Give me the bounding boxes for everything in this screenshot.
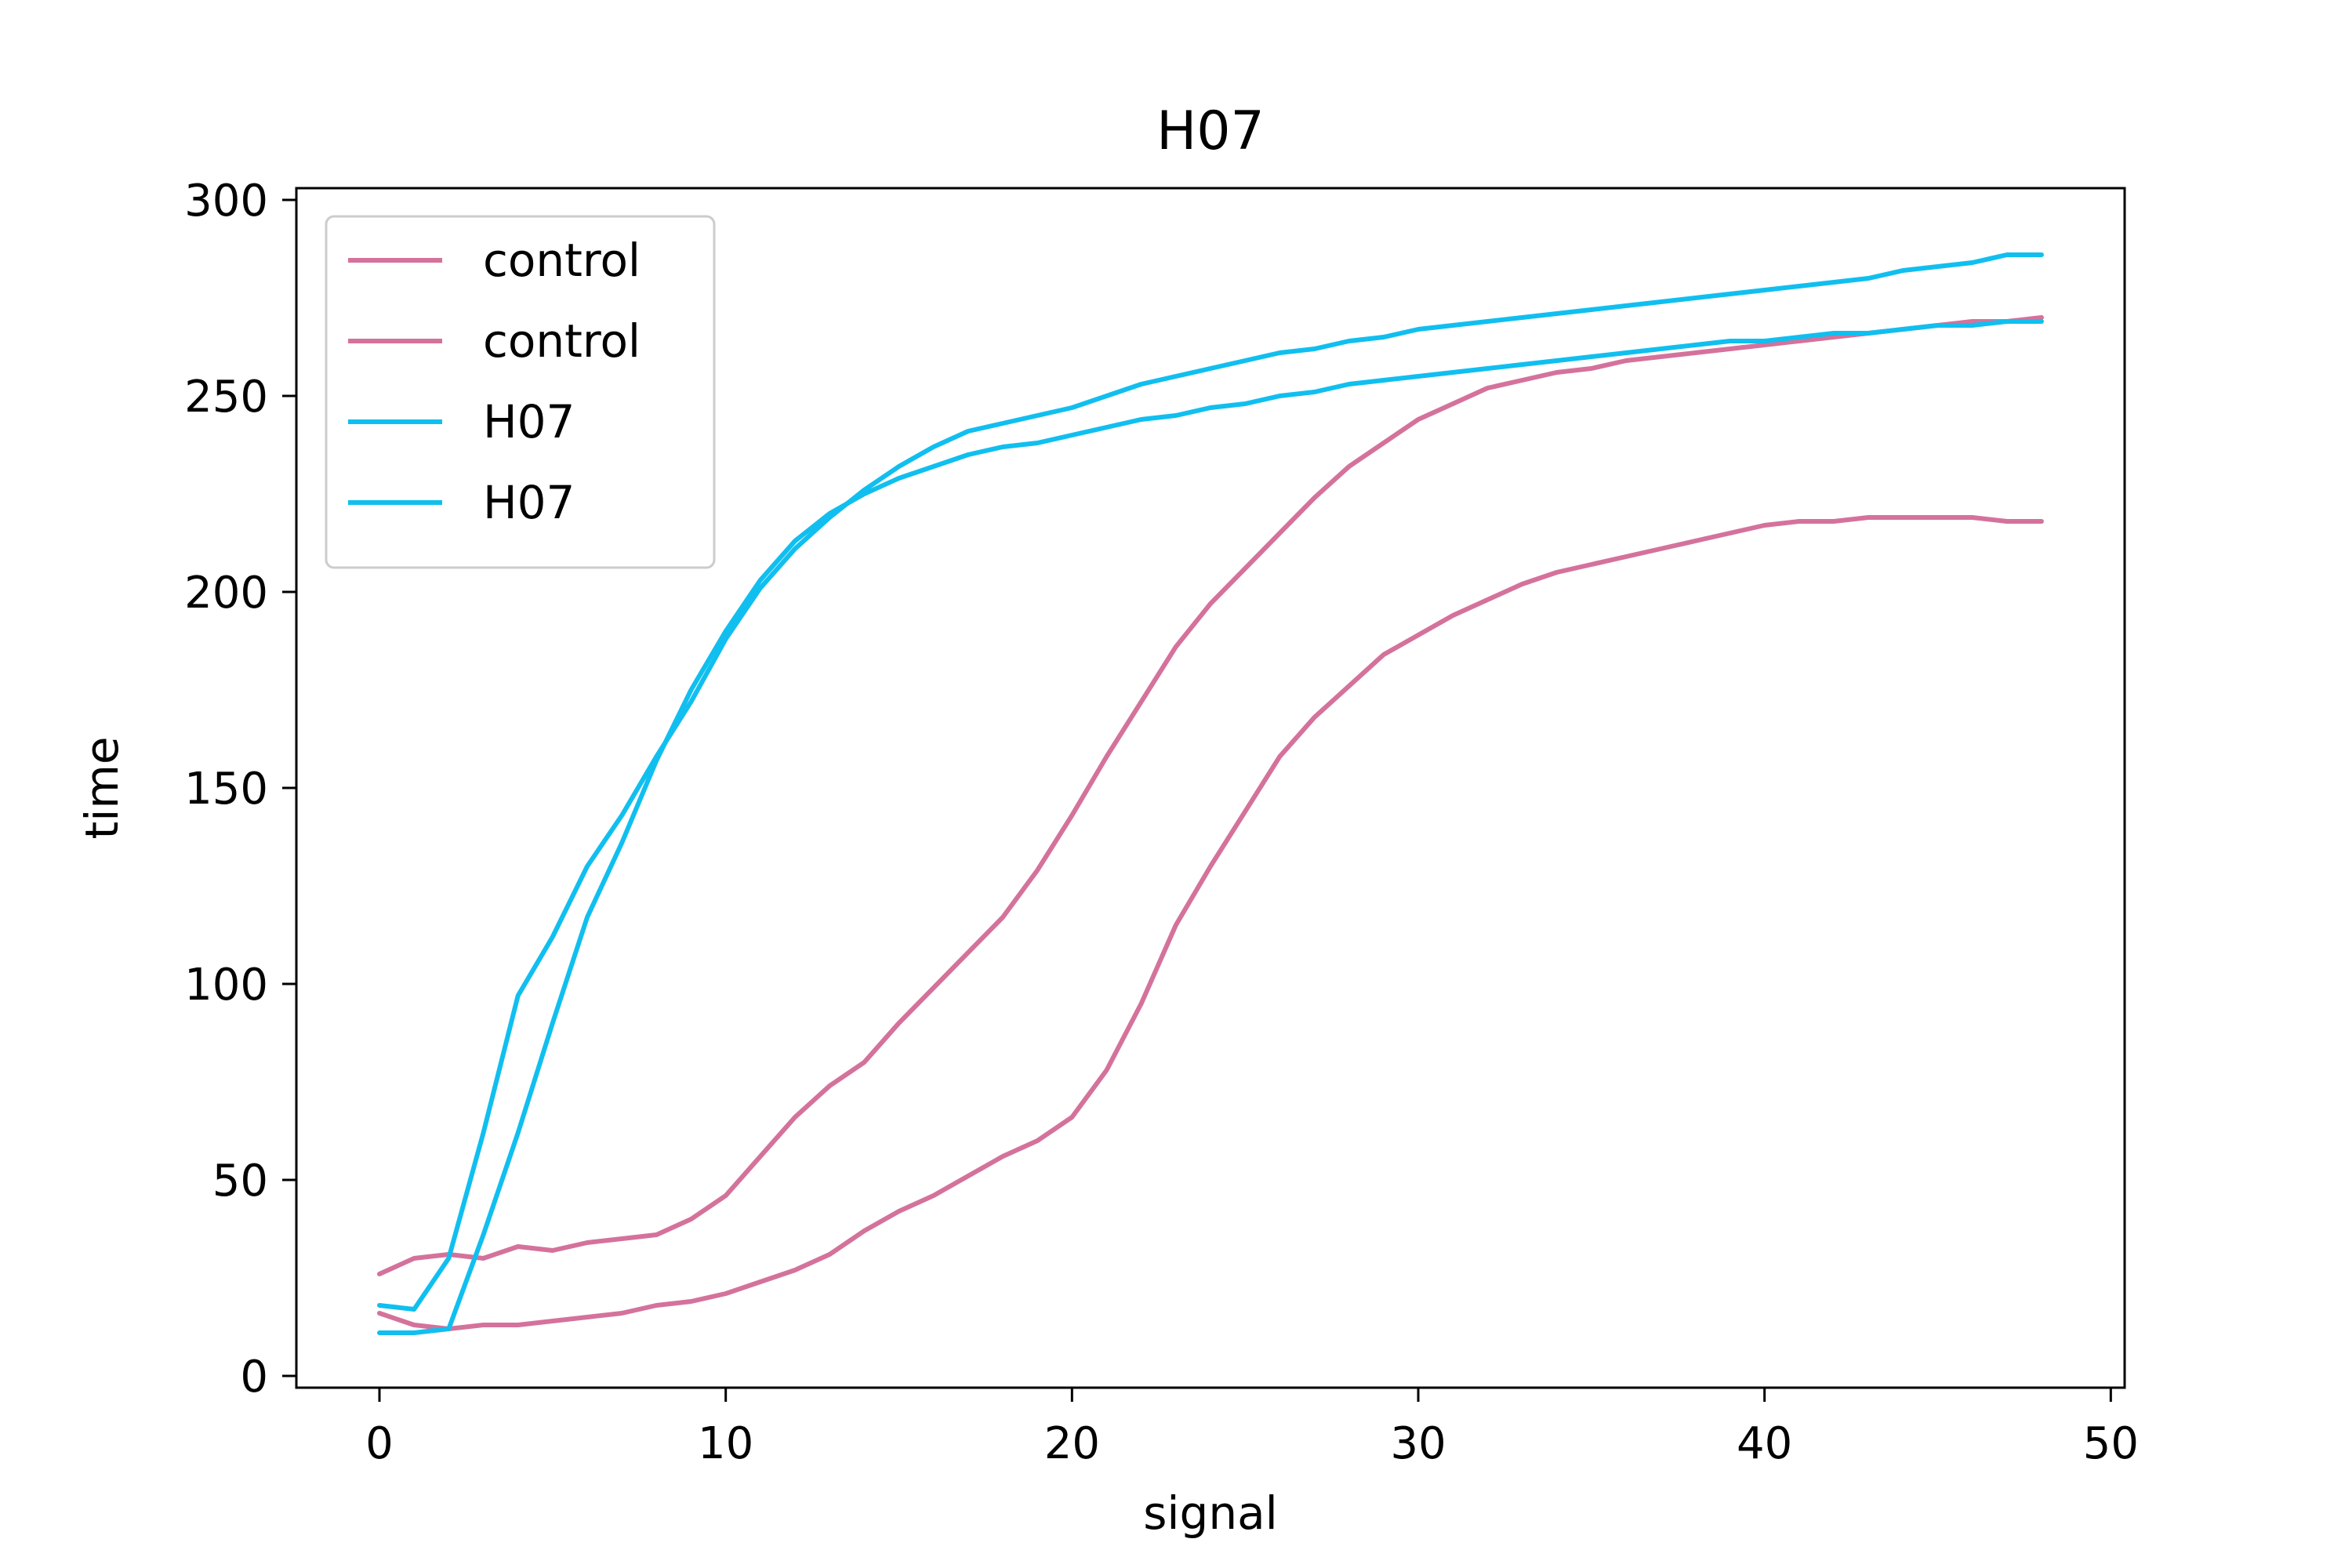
chart-title: H07	[1156, 100, 1265, 162]
legend: control control H07 H07	[325, 215, 716, 569]
y-tick-label: 150	[184, 764, 268, 815]
y-tick-label: 200	[184, 568, 268, 619]
series-line-1	[377, 315, 2044, 1276]
y-tick-label: 250	[184, 372, 268, 423]
legend-box	[325, 215, 716, 569]
x-tick-label: 30	[1390, 1418, 1446, 1469]
series-line-2	[377, 515, 2044, 1331]
y-tick-label: 50	[212, 1156, 268, 1207]
y-tick-label: 100	[184, 960, 268, 1011]
legend-label-1: control	[483, 234, 641, 287]
y-axis-label: time	[75, 736, 129, 839]
legend-label-3: H07	[483, 395, 575, 448]
series-line-4	[377, 319, 2044, 1335]
x-tick-label: 20	[1044, 1418, 1100, 1469]
legend-label-4: H07	[483, 476, 575, 529]
x-tick-label: 40	[1737, 1418, 1792, 1469]
series-layer	[377, 252, 2044, 1335]
x-axis-label: signal	[1143, 1486, 1278, 1540]
y-tick-label: 0	[240, 1352, 268, 1403]
axes-layer: 0 10 20 30 40 50 0 50 100 150 200 250 300	[184, 176, 2139, 1469]
x-tick-label: 10	[698, 1418, 753, 1469]
plot-area-frame	[295, 187, 2126, 1389]
x-tick-label: 50	[2083, 1418, 2139, 1469]
y-tick-label: 300	[184, 176, 268, 227]
x-tick-label: 0	[365, 1418, 394, 1469]
legend-label-2: control	[483, 314, 641, 368]
